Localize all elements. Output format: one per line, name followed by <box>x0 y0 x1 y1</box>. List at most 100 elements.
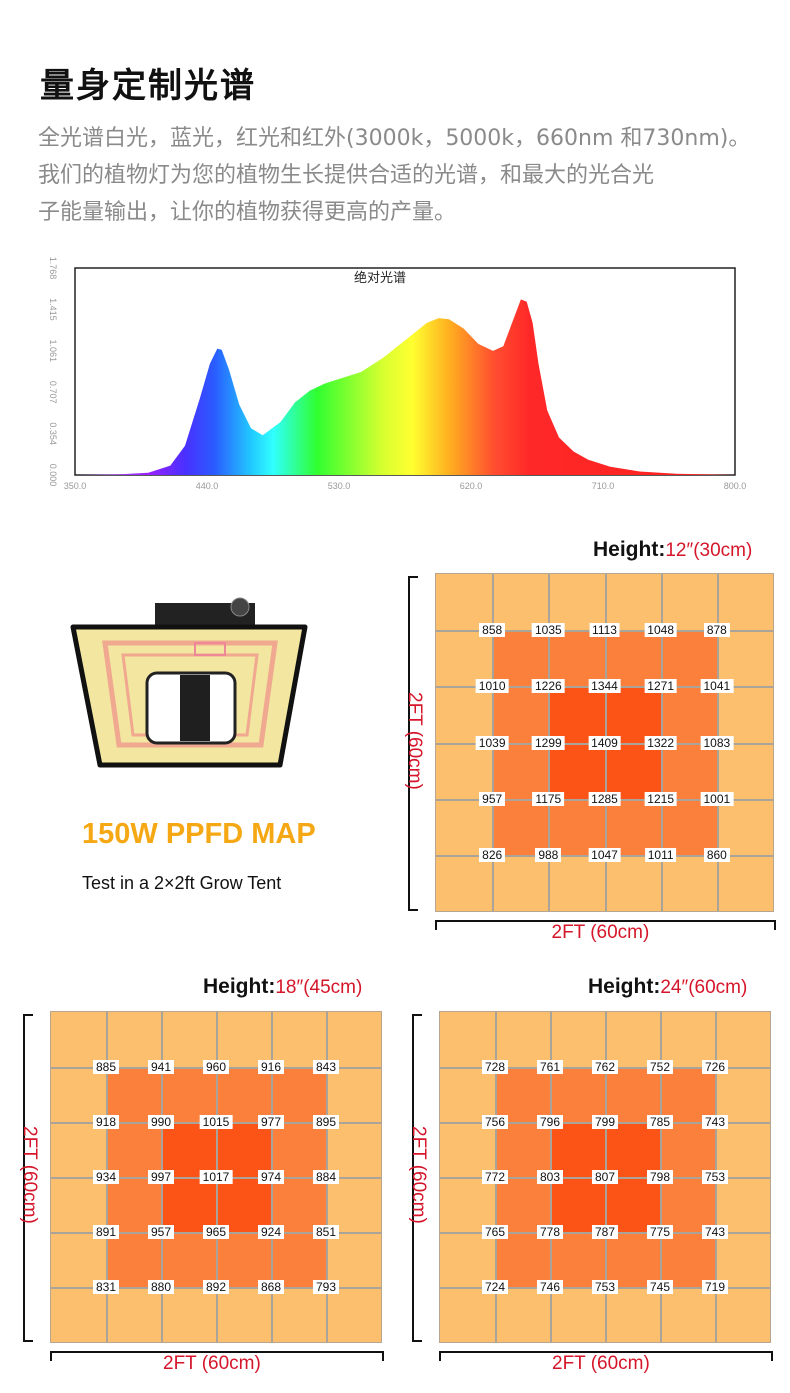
ppfd-value: 997 <box>147 1170 175 1184</box>
ppfd-value: 799 <box>591 1115 619 1129</box>
ppfd-value: 858 <box>479 623 506 638</box>
ppfd-value: 1047 <box>588 847 621 862</box>
ppfd-value: 843 <box>312 1060 340 1074</box>
ppfd-value: 1001 <box>700 791 734 806</box>
ppfd-value: 775 <box>646 1225 674 1239</box>
ppfd-value: 884 <box>312 1170 340 1184</box>
side-dimension-label: 2FT (60cm) <box>408 1126 429 1224</box>
ppfd-value: 745 <box>646 1280 674 1294</box>
ppfd-value: 988 <box>535 847 562 862</box>
description-line: 我们的植物灯为您的植物生长提供合适的光谱，和最大的光合光 <box>38 163 655 188</box>
ppfd-value: 957 <box>147 1225 175 1239</box>
ppfd-value: 765 <box>481 1225 509 1239</box>
y-tick-label: 1.415 <box>48 298 58 321</box>
spectrum-area <box>75 299 735 475</box>
ppfd-value: 960 <box>202 1060 230 1074</box>
ppfd-value: 1035 <box>531 623 565 638</box>
map-height-label: Height:12″(30cm) <box>593 538 752 562</box>
height-key: Height: <box>203 975 276 998</box>
ppfd-value: 1048 <box>644 623 678 638</box>
x-tick-label: 800.0 <box>724 481 747 491</box>
ppfd-value: 990 <box>147 1115 175 1129</box>
description-line: 子能量输出，让你的植物获得更高的产量。 <box>38 200 457 225</box>
description-line: 全光谱白光，蓝光，红光和红外(3000k，5000k，660nm 和730nm)… <box>38 126 751 151</box>
x-tick-label: 350.0 <box>64 481 87 491</box>
ppfd-value: 1322 <box>644 735 678 750</box>
ppfd-value: 880 <box>147 1280 175 1294</box>
ppfd-value: 1285 <box>588 791 621 806</box>
ppfd-value: 831 <box>92 1280 120 1294</box>
y-tick-label: 0.354 <box>48 422 58 445</box>
ppfd-value: 924 <box>257 1225 285 1239</box>
width-bracket <box>50 1351 384 1361</box>
height-bracket <box>412 1014 422 1342</box>
ppfd-value: 1271 <box>644 679 678 694</box>
ppfd-value: 796 <box>536 1115 564 1129</box>
x-tick-label: 440.0 <box>196 481 219 491</box>
ppfd-value: 1226 <box>531 679 565 694</box>
ppfd-value: 746 <box>536 1280 564 1294</box>
height-key: Height: <box>588 975 661 998</box>
ppfd-value: 1083 <box>700 735 734 750</box>
ppfd-value: 1010 <box>475 679 509 694</box>
width-bracket <box>435 920 776 930</box>
bottom-dimension-label: 2FT (60cm) <box>552 1353 650 1374</box>
ppfd-value: 761 <box>536 1060 564 1074</box>
ppfd-value: 974 <box>257 1170 285 1184</box>
x-tick-label: 530.0 <box>328 481 351 491</box>
y-tick-label: 1.768 <box>48 257 58 280</box>
ppfd-value: 892 <box>202 1280 230 1294</box>
chart-title: 绝对光谱 <box>354 270 406 286</box>
height-value: 18″(45cm) <box>275 977 363 998</box>
y-tick-label: 0.707 <box>48 381 58 404</box>
ppfd-value: 878 <box>703 623 730 638</box>
ppfd-value: 807 <box>591 1170 619 1184</box>
ppfd-value: 965 <box>202 1225 230 1239</box>
section-title: 量身定制光谱 <box>40 66 256 106</box>
ppfd-value: 798 <box>646 1170 674 1184</box>
ppfd-value: 918 <box>92 1115 120 1129</box>
side-dimension-label: 2FT (60cm) <box>404 691 425 790</box>
ppfd-value: 957 <box>479 791 506 806</box>
ppfd-value: 743 <box>701 1225 729 1239</box>
ppfd-value: 868 <box>257 1280 285 1294</box>
ppfd-value: 1409 <box>588 735 621 750</box>
ppfd-value: 753 <box>591 1280 619 1294</box>
ppfd-grid: 885 941 960 916 843 918 990 1015 977 895 934 997 101… <box>50 1011 382 1343</box>
ppfd-value: 726 <box>701 1060 729 1074</box>
height-bracket <box>23 1014 33 1342</box>
bottom-dimension-label: 2FT (60cm) <box>551 922 650 943</box>
ppfd-value: 891 <box>92 1225 120 1239</box>
ppfd-value: 772 <box>481 1170 509 1184</box>
y-tick-label: 0.000 <box>48 464 58 487</box>
ppfd-value: 851 <box>312 1225 340 1239</box>
ppfd-value: 752 <box>646 1060 674 1074</box>
ppfd-value: 916 <box>257 1060 285 1074</box>
map-height-label: Height:18″(45cm) <box>203 975 362 999</box>
ppfd-value: 1041 <box>700 679 734 694</box>
height-bracket <box>408 576 418 911</box>
ppfd-value: 1039 <box>475 735 509 750</box>
side-dimension-label: 2FT (60cm) <box>19 1126 40 1224</box>
width-bracket <box>439 1351 773 1361</box>
ppfd-value: 778 <box>536 1225 564 1239</box>
height-key: Height: <box>593 538 666 561</box>
ppfd-value: 1344 <box>588 679 621 694</box>
ppfd-grid: 728 761 762 752 726 756 796 799 785 743 772 803 807 7… <box>439 1011 771 1343</box>
ppfd-value: 885 <box>92 1060 120 1074</box>
ppfd-value: 762 <box>591 1060 619 1074</box>
ppfd-value: 1011 <box>644 847 677 862</box>
ppfd-value: 1299 <box>531 735 565 750</box>
ppfd-value: 756 <box>481 1115 509 1129</box>
ppfd-value: 728 <box>481 1060 509 1074</box>
ppfd-value: 1113 <box>589 623 620 638</box>
ppfd-value: 793 <box>312 1280 340 1294</box>
x-tick-label: 710.0 <box>592 481 615 491</box>
ppfd-value: 1175 <box>532 791 565 806</box>
description: 全光谱白光，蓝光，红光和红外(3000k，5000k，660nm 和730nm)… <box>38 120 788 231</box>
ppfd-map-title: 150W PPFD MAP <box>82 818 316 850</box>
grow-light-image <box>70 597 308 768</box>
map-height-label: Height:24″(60cm) <box>588 975 747 999</box>
ppfd-grid: 858 1035 1113 1048 878 1010 1226 1344 1271 1041 10… <box>435 573 774 912</box>
